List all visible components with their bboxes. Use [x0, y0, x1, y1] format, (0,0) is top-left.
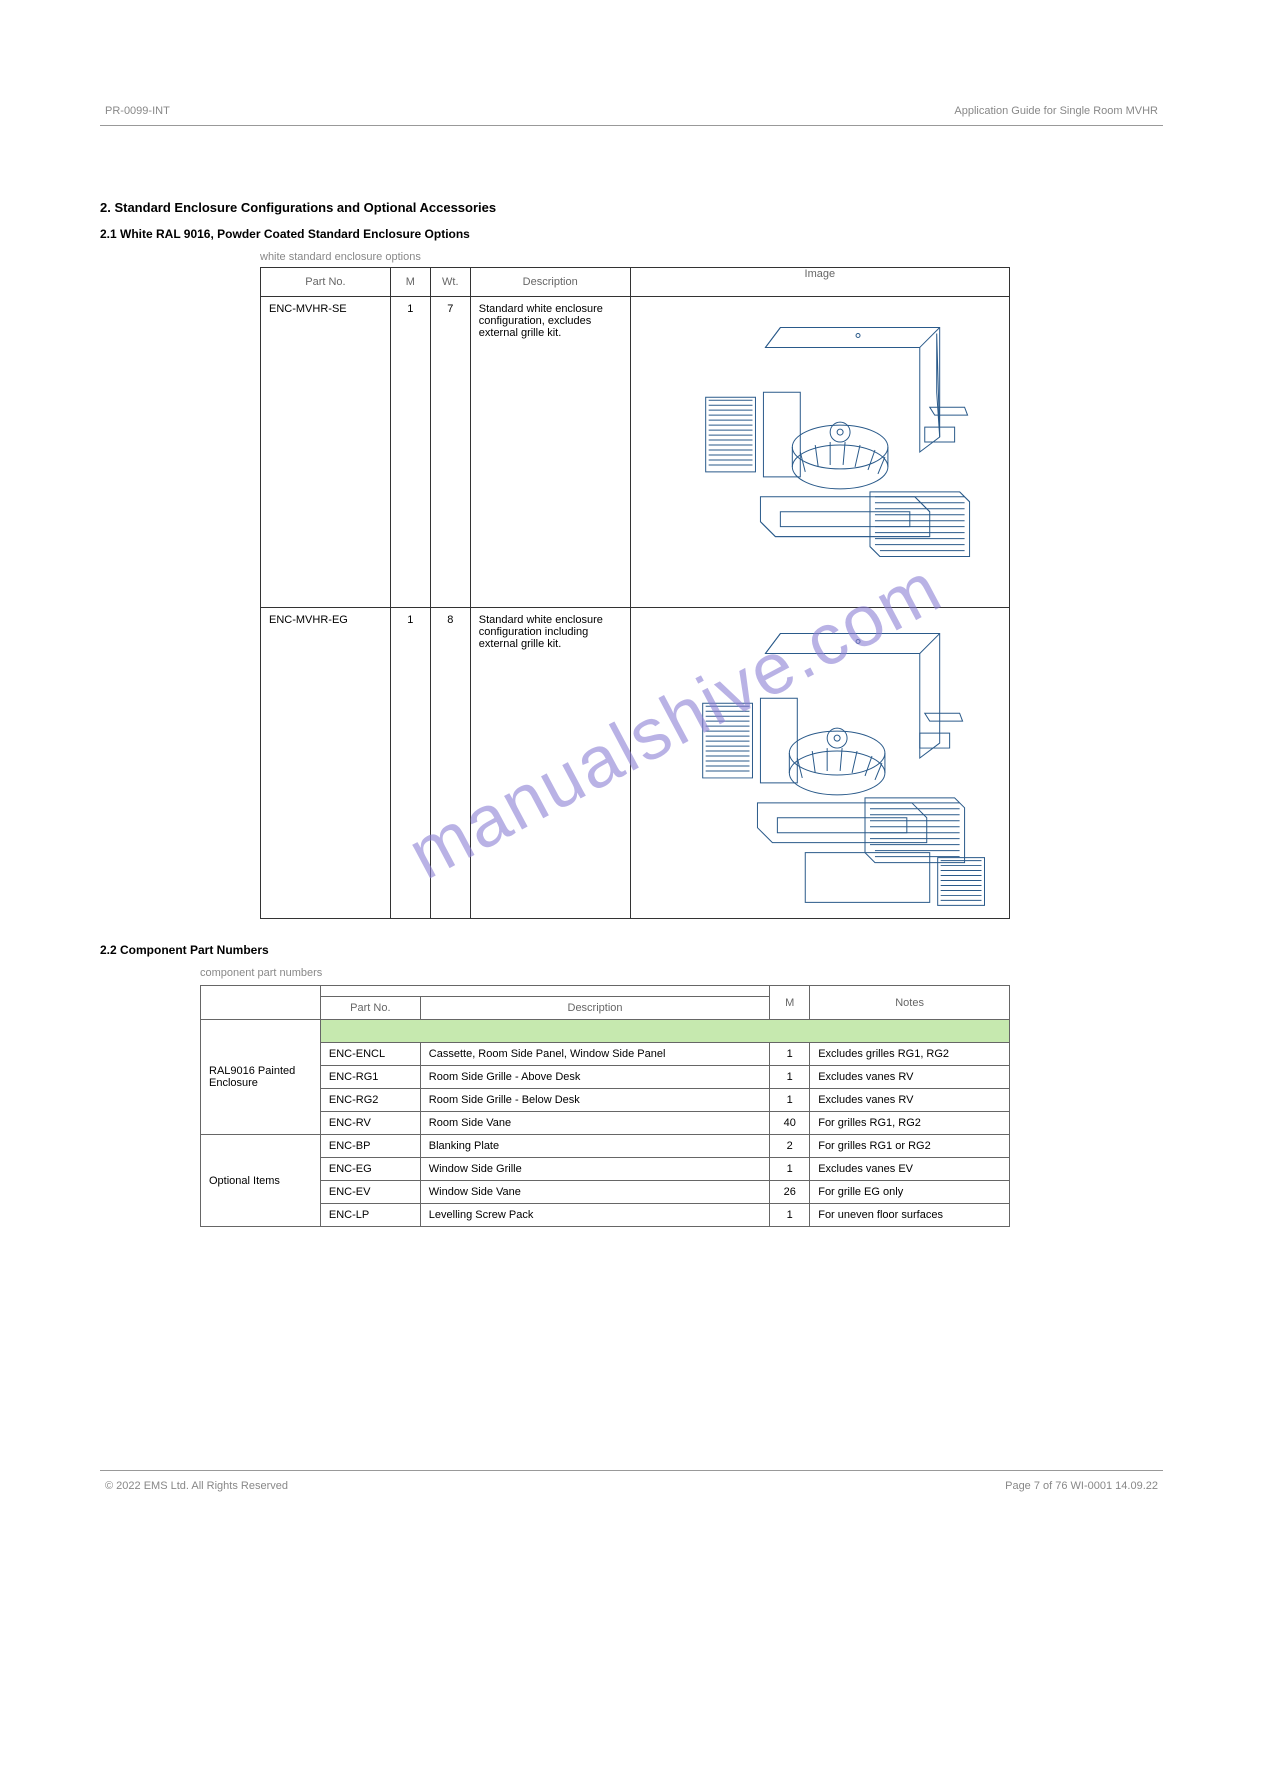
cell-m: 1 — [770, 1043, 810, 1066]
page-container: PR-0099-INT Application Guide for Single… — [0, 0, 1263, 1307]
cell-notes: For grilles RG1, RG2 — [810, 1112, 1010, 1135]
cell-pn: ENC-RG2 — [320, 1089, 420, 1112]
cell-desc: Standard white enclosure configuration i… — [470, 608, 630, 919]
cell-image — [630, 608, 1009, 919]
cell-partno: ENC-MVHR-SE — [261, 297, 391, 608]
th-m: M — [390, 268, 430, 297]
table1-header-row: Part No. M Wt. Description Image — [261, 268, 1010, 297]
table-row: ENC-MVHR-SE 1 7 Standard white enclosure… — [261, 297, 1010, 608]
table-row: Optional Items ENC-BP Blanking Plate 2 F… — [201, 1135, 1010, 1158]
table2-group-row: RAL9016 Painted Enclosure — [201, 1020, 1010, 1043]
th-blank — [201, 986, 321, 1020]
table1-caption: white standard enclosure options — [260, 251, 1163, 263]
footer-right: Page 7 of 76 WI-0001 14.09.22 — [1005, 1480, 1158, 1492]
cell-m: 1 — [390, 297, 430, 608]
cell-notes: Excludes vanes RV — [810, 1089, 1010, 1112]
cell-desc: Window Side Vane — [420, 1181, 769, 1204]
table-row: ENC-MVHR-EG 1 8 Standard white enclosure… — [261, 608, 1010, 919]
cell-pn: ENC-RV — [320, 1112, 420, 1135]
table2-header-row-1: M Notes — [201, 986, 1010, 997]
cell-m: 40 — [770, 1112, 810, 1135]
cell-image — [630, 297, 1009, 608]
cell-desc: Room Side Vane — [420, 1112, 769, 1135]
cell-notes: For uneven floor surfaces — [810, 1204, 1010, 1227]
header-right: Application Guide for Single Room MVHR — [954, 105, 1158, 117]
table-row: ENC-EG Window Side Grille 1 Excludes van… — [201, 1158, 1010, 1181]
exploded-view-1 — [631, 297, 1009, 607]
exploded-diagram-svg — [631, 608, 1009, 918]
table-row: ENC-EV Window Side Vane 26 For grille EG… — [201, 1181, 1010, 1204]
th-partno: Part No. — [320, 997, 420, 1020]
th-wt: Wt. — [430, 268, 470, 297]
th-image: Image — [630, 268, 1009, 297]
cell-pn: ENC-BP — [320, 1135, 420, 1158]
table-row: ENC-LP Levelling Screw Pack 1 For uneven… — [201, 1204, 1010, 1227]
th-desc: Description — [470, 268, 630, 297]
cell-notes: Excludes vanes EV — [810, 1158, 1010, 1181]
cell-desc: Window Side Grille — [420, 1158, 769, 1181]
cell-pn: ENC-ENCL — [320, 1043, 420, 1066]
cell-m: 1 — [770, 1204, 810, 1227]
th-m: M — [770, 986, 810, 1020]
group-label: Optional Items — [201, 1135, 321, 1227]
cell-wt: 8 — [430, 608, 470, 919]
cell-notes: Excludes grilles RG1, RG2 — [810, 1043, 1010, 1066]
section-2-1-header: 2.1 White RAL 9016, Powder Coated Standa… — [100, 227, 1163, 241]
table-row: ENC-RG1 Room Side Grille - Above Desk 1 … — [201, 1066, 1010, 1089]
th-partno: Part No. — [261, 268, 391, 297]
cell-m: 1 — [770, 1066, 810, 1089]
table-row: ENC-RV Room Side Vane 40 For grilles RG1… — [201, 1112, 1010, 1135]
cell-m: 26 — [770, 1181, 810, 1204]
table-row: ENC-ENCL Cassette, Room Side Panel, Wind… — [201, 1043, 1010, 1066]
cell-partno: ENC-MVHR-EG — [261, 608, 391, 919]
cell-pn: ENC-EV — [320, 1181, 420, 1204]
cell-desc: Room Side Grille - Below Desk — [420, 1089, 769, 1112]
cell-m: 2 — [770, 1135, 810, 1158]
th-notes: Notes — [810, 986, 1010, 1020]
cell-m: 1 — [770, 1089, 810, 1112]
th-group — [320, 986, 769, 997]
cell-desc: Cassette, Room Side Panel, Window Side P… — [420, 1043, 769, 1066]
th-desc: Description — [420, 997, 769, 1020]
cell-notes: For grille EG only — [810, 1181, 1010, 1204]
cell-m: 1 — [390, 608, 430, 919]
cell-m: 1 — [770, 1158, 810, 1181]
cell-pn: ENC-RG1 — [320, 1066, 420, 1089]
cell-pn: ENC-EG — [320, 1158, 420, 1181]
table-row: ENC-RG2 Room Side Grille - Below Desk 1 … — [201, 1089, 1010, 1112]
exploded-view-2 — [631, 608, 1009, 918]
section-2-2-header: 2.2 Component Part Numbers — [100, 943, 1163, 957]
footer-rule — [100, 1470, 1163, 1471]
section-2-header: 2. Standard Enclosure Configurations and… — [100, 200, 1163, 215]
enclosure-options-table: Part No. M Wt. Description Image ENC-MVH… — [260, 267, 1010, 919]
exploded-diagram-svg — [631, 297, 1009, 607]
component-parts-table: M Notes Part No. Description RAL9016 Pai… — [200, 985, 1010, 1227]
group-label: RAL9016 Painted Enclosure — [201, 1020, 321, 1135]
table2-caption: component part numbers — [200, 967, 1163, 979]
header-left: PR-0099-INT — [105, 105, 170, 117]
header-rule — [100, 125, 1163, 126]
cell-wt: 7 — [430, 297, 470, 608]
cell-desc: Blanking Plate — [420, 1135, 769, 1158]
cell-notes: Excludes vanes RV — [810, 1066, 1010, 1089]
cell-desc: Standard white enclosure configuration, … — [470, 297, 630, 608]
green-spacer — [320, 1020, 1009, 1043]
cell-pn: ENC-LP — [320, 1204, 420, 1227]
footer-left: © 2022 EMS Ltd. All Rights Reserved — [105, 1480, 288, 1492]
cell-notes: For grilles RG1 or RG2 — [810, 1135, 1010, 1158]
cell-desc: Levelling Screw Pack — [420, 1204, 769, 1227]
cell-desc: Room Side Grille - Above Desk — [420, 1066, 769, 1089]
